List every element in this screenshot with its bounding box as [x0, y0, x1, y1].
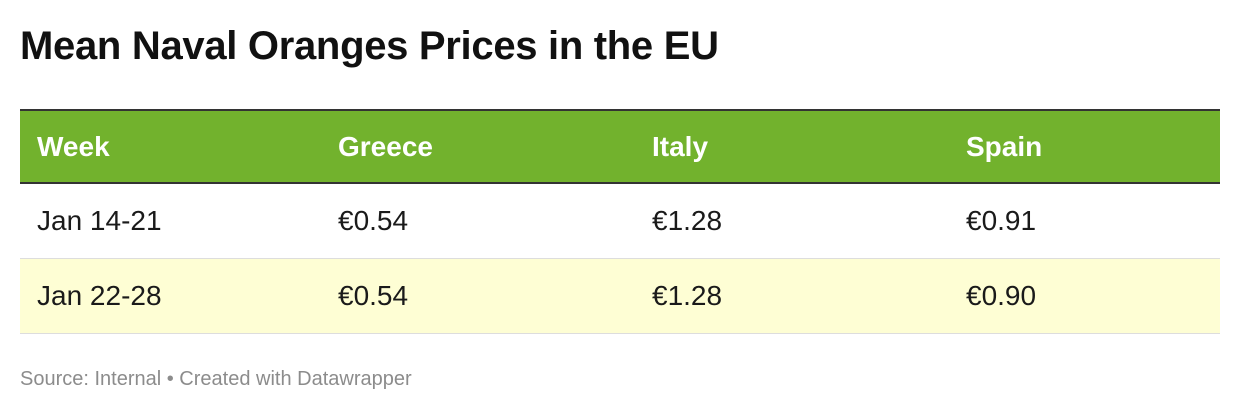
header-italy[interactable]: Italy	[652, 130, 709, 162]
table-row: Jan 14-21 €0.54 €1.28 €0.91	[20, 184, 1220, 259]
data-table: Week Greece Italy Spain Jan 14-21 €0.54 …	[20, 109, 1220, 334]
cell-spain: €0.90	[966, 280, 1037, 311]
header-week[interactable]: Week	[37, 130, 110, 162]
cell-greece: €0.54	[338, 205, 409, 236]
table-row: Jan 22-28 €0.54 €1.28 €0.90	[20, 259, 1220, 334]
chart-title: Mean Naval Oranges Prices in the EU	[20, 24, 719, 68]
cell-week: Jan 14-21	[37, 205, 162, 236]
header-spain[interactable]: Spain	[966, 130, 1043, 162]
cell-italy: €1.28	[652, 280, 723, 311]
cell-italy: €1.28	[652, 205, 723, 236]
source-footer: Source: Internal • Created with Datawrap…	[20, 368, 412, 390]
cell-week: Jan 22-28	[37, 280, 162, 311]
cell-spain: €0.91	[966, 205, 1037, 236]
header-greece[interactable]: Greece	[338, 130, 433, 162]
cell-greece: €0.54	[338, 280, 409, 311]
table-header-row: Week Greece Italy Spain	[20, 109, 1220, 184]
